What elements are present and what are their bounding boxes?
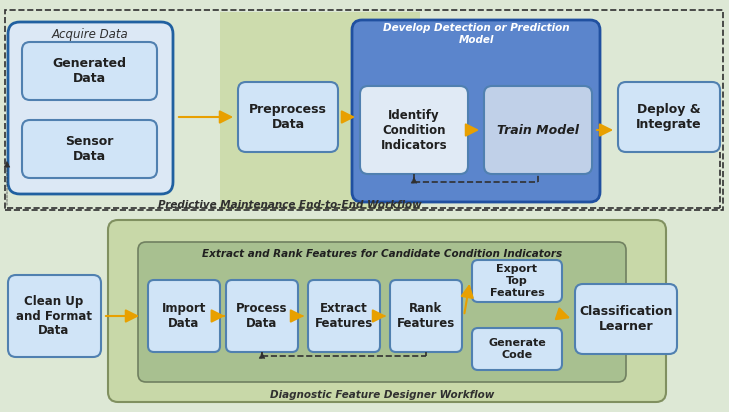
- FancyBboxPatch shape: [22, 42, 157, 100]
- Text: Extract
Features: Extract Features: [315, 302, 373, 330]
- Text: Predictive Maintenance End-to-End Workflow: Predictive Maintenance End-to-End Workfl…: [158, 200, 422, 210]
- Text: Generated
Data: Generated Data: [52, 57, 126, 85]
- Text: Deploy &
Integrate: Deploy & Integrate: [636, 103, 702, 131]
- FancyBboxPatch shape: [472, 260, 562, 302]
- Text: Import
Data: Import Data: [162, 302, 206, 330]
- FancyBboxPatch shape: [575, 284, 677, 354]
- FancyBboxPatch shape: [238, 82, 338, 152]
- FancyBboxPatch shape: [220, 12, 420, 210]
- Text: Clean Up
and Format
Data: Clean Up and Format Data: [16, 295, 92, 337]
- FancyBboxPatch shape: [148, 280, 220, 352]
- FancyBboxPatch shape: [22, 120, 157, 178]
- Text: Generate
Code: Generate Code: [488, 338, 546, 360]
- Text: Sensor
Data: Sensor Data: [65, 135, 113, 163]
- FancyBboxPatch shape: [108, 220, 666, 402]
- Text: Identify
Condition
Indicators: Identify Condition Indicators: [381, 108, 448, 152]
- Text: Classification
Learner: Classification Learner: [580, 305, 673, 333]
- FancyBboxPatch shape: [360, 86, 468, 174]
- Text: Process
Data: Process Data: [236, 302, 288, 330]
- FancyBboxPatch shape: [618, 82, 720, 152]
- Text: Diagnostic Feature Designer Workflow: Diagnostic Feature Designer Workflow: [270, 390, 494, 400]
- FancyBboxPatch shape: [390, 280, 462, 352]
- Text: Extract and Rank Features for Candidate Condition Indicators: Extract and Rank Features for Candidate …: [202, 249, 562, 259]
- FancyBboxPatch shape: [352, 20, 600, 202]
- Text: Preprocess
Data: Preprocess Data: [249, 103, 327, 131]
- FancyBboxPatch shape: [308, 280, 380, 352]
- Text: Rank
Features: Rank Features: [397, 302, 455, 330]
- FancyBboxPatch shape: [484, 86, 592, 174]
- Text: Export
Top
Features: Export Top Features: [490, 265, 545, 297]
- Text: Develop Detection or Prediction
Model: Develop Detection or Prediction Model: [383, 23, 569, 45]
- FancyBboxPatch shape: [138, 242, 626, 382]
- FancyBboxPatch shape: [8, 275, 101, 357]
- FancyBboxPatch shape: [472, 328, 562, 370]
- FancyBboxPatch shape: [226, 280, 298, 352]
- Text: Train Model: Train Model: [497, 124, 579, 136]
- Text: Acquire Data: Acquire Data: [52, 28, 128, 40]
- FancyBboxPatch shape: [8, 22, 173, 194]
